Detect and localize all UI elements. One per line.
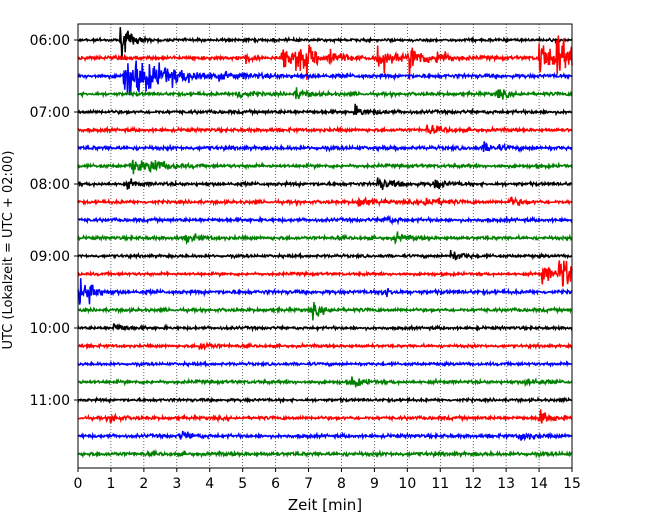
trace-0800	[77, 177, 573, 190]
trace-0630	[77, 60, 573, 96]
y-axis-label: UTC (Lokalzeit = UTC + 02:00)	[1, 151, 16, 350]
trace-1100	[77, 396, 573, 405]
x-tick-label: 7	[304, 476, 313, 492]
trace-1130	[77, 430, 573, 442]
x-axis-label: Zeit [min]	[288, 496, 362, 514]
x-tick-label: 13	[497, 476, 515, 492]
plot-frame	[77, 23, 573, 469]
y-tick-label: 06:00	[30, 33, 70, 49]
trace-0815	[77, 196, 573, 208]
trace-1115	[77, 409, 573, 424]
x-tick-label: 11	[431, 476, 449, 492]
trace-0830	[77, 214, 573, 226]
trace-0715	[77, 124, 573, 135]
vertical-gridlines	[110, 24, 540, 468]
y-tick-label: 11:00	[30, 393, 70, 409]
x-tick-label: 6	[271, 476, 280, 492]
x-tick-label: 2	[139, 476, 148, 492]
trace-0900	[77, 250, 573, 261]
trace-0930	[77, 278, 573, 305]
x-axis-ticks: 0 1 2 3 4 5 6 7 8 9 10 11 12 13 14 15	[74, 468, 581, 492]
x-tick-label: 15	[563, 476, 581, 492]
trace-0745	[77, 159, 573, 175]
y-tick-label: 07:00	[30, 105, 70, 121]
x-tick-label: 9	[370, 476, 379, 492]
y-tick-label: 10:00	[30, 321, 70, 337]
trace-0645	[77, 87, 573, 100]
trace-0615	[77, 35, 573, 80]
trace-1030	[77, 359, 573, 368]
y-axis-ticks: 06:00 07:00 08:00 09:00 10:00 11:00	[30, 33, 78, 409]
trace-0730	[77, 141, 573, 154]
x-tick-label: 4	[205, 476, 214, 492]
y-tick-label: 09:00	[30, 249, 70, 265]
x-tick-label: 10	[398, 476, 416, 492]
x-tick-label: 0	[74, 476, 83, 492]
trace-0700	[77, 103, 573, 117]
seismogram-traces	[77, 27, 573, 459]
trace-0915	[77, 260, 573, 287]
x-tick-label: 3	[172, 476, 181, 492]
trace-0600	[77, 27, 573, 60]
x-tick-label: 12	[464, 476, 482, 492]
x-tick-label: 14	[530, 476, 548, 492]
trace-0945	[77, 301, 573, 321]
trace-1145	[77, 448, 573, 459]
x-tick-label: 8	[337, 476, 346, 492]
trace-0845	[77, 231, 573, 246]
y-tick-label: 08:00	[30, 177, 70, 193]
trace-1045	[77, 376, 573, 388]
trace-1015	[77, 341, 573, 352]
x-tick-label: 5	[238, 476, 247, 492]
x-tick-label: 1	[106, 476, 115, 492]
trace-1000	[77, 322, 573, 333]
